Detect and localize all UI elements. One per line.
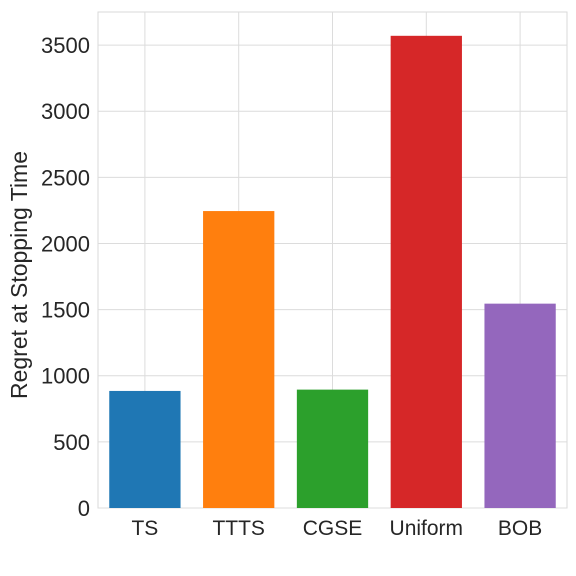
x-tick-label-uniform: Uniform xyxy=(390,517,464,540)
y-tick-label: 0 xyxy=(78,496,90,521)
x-tick-label-cgse: CGSE xyxy=(303,517,363,540)
y-tick-label: 1500 xyxy=(41,298,90,323)
y-axis-title: Regret at Stopping Time xyxy=(6,151,32,399)
bar-bob xyxy=(484,303,556,508)
bar-uniform xyxy=(390,35,462,509)
y-axis-ticks: 0 500 1000 1500 2000 2500 3000 3500 xyxy=(41,33,90,521)
bar-ttts xyxy=(203,211,275,508)
x-tick-label-bob: BOB xyxy=(498,517,542,540)
x-tick-label-ttts: TTTS xyxy=(212,517,265,540)
bars xyxy=(109,35,556,509)
y-tick-label: 2000 xyxy=(41,231,90,256)
x-tick-label-ts: TS xyxy=(131,517,158,540)
x-axis-ticks: TS TTTS CGSE Uniform BOB xyxy=(131,517,542,540)
bar-ts xyxy=(109,390,181,508)
y-tick-label: 2500 xyxy=(41,165,90,190)
y-tick-label: 3500 xyxy=(41,33,90,58)
y-tick-label: 500 xyxy=(53,430,90,455)
bar-cgse xyxy=(296,389,369,508)
y-tick-label: 3000 xyxy=(41,99,90,124)
y-tick-label: 1000 xyxy=(41,364,90,389)
plot-area xyxy=(97,11,568,509)
